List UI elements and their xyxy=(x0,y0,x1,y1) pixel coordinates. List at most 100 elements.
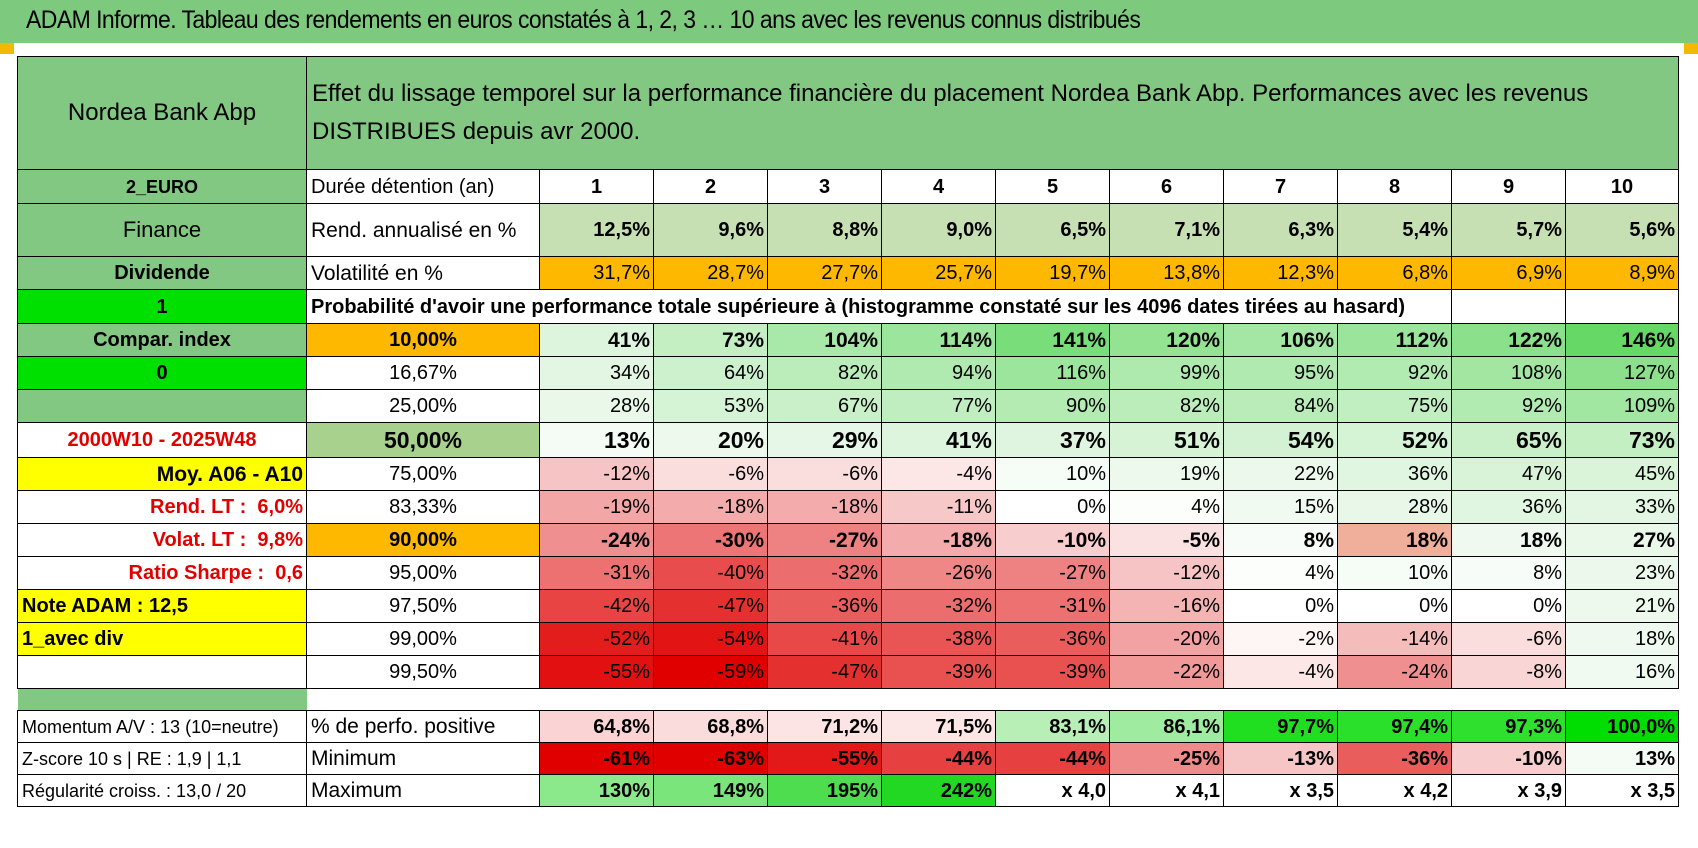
prob-value: 120% xyxy=(1109,323,1224,357)
returns-table: Nordea Bank Abp Effet du lissage tempore… xyxy=(17,56,1679,807)
prob-value: 77% xyxy=(881,389,996,423)
rend-value: 12,5% xyxy=(539,203,654,257)
minimum-value: -36% xyxy=(1337,742,1452,775)
threshold-cell: 25,00% xyxy=(306,389,540,423)
prob-value: -12% xyxy=(539,457,654,491)
prob-value: 104% xyxy=(767,323,882,357)
vol-value: 13,8% xyxy=(1109,256,1224,290)
prob-value: -6% xyxy=(1451,622,1566,656)
prob-value: -11% xyxy=(881,490,996,524)
prob-value: 114% xyxy=(881,323,996,357)
prob-value: 0% xyxy=(1223,589,1338,623)
positive-value: 71,5% xyxy=(881,710,996,743)
prob-value: 53% xyxy=(653,389,768,423)
year-header-8: 8 xyxy=(1337,169,1452,204)
minimum-value: -63% xyxy=(653,742,768,775)
prob-value: -14% xyxy=(1337,622,1452,656)
sector-cell: Finance xyxy=(17,203,307,257)
prob-value: 0% xyxy=(1451,589,1566,623)
prob-value: -24% xyxy=(1337,655,1452,689)
prob-value: 33% xyxy=(1565,490,1679,524)
prob-value: 8% xyxy=(1223,523,1338,557)
prob-value: -22% xyxy=(1109,655,1224,689)
rend-value: 7,1% xyxy=(1109,203,1224,257)
threshold-cell: 99,50% xyxy=(306,655,540,689)
rend-value: 5,4% xyxy=(1337,203,1452,257)
prob-value: 67% xyxy=(767,389,882,423)
year-header-9: 9 xyxy=(1451,169,1566,204)
prob-value: 4% xyxy=(1109,490,1224,524)
year-header-6: 6 xyxy=(1109,169,1224,204)
prob-value: 127% xyxy=(1565,356,1679,390)
prob-value: 13% xyxy=(539,422,654,458)
prob-value: 84% xyxy=(1223,389,1338,423)
vol-value: 6,9% xyxy=(1451,256,1566,290)
prob-value: 82% xyxy=(767,356,882,390)
prob-value: -18% xyxy=(653,490,768,524)
prob-value: -39% xyxy=(881,655,996,689)
prob-value: 146% xyxy=(1565,323,1679,357)
prob-value: 18% xyxy=(1337,523,1452,557)
lt-label: Ratio Sharpe : xyxy=(128,562,265,584)
prob-value: 36% xyxy=(1337,457,1452,491)
vol-value: 31,7% xyxy=(539,256,654,290)
empty-cell xyxy=(1565,289,1679,324)
moy-cell: Moy. A06 - A10 xyxy=(17,457,307,491)
rend-lt-cell: Rend. LT : 6,0% xyxy=(17,490,307,524)
compar-index-cell: Compar. index xyxy=(17,323,307,357)
maximum-value: x 3,5 xyxy=(1223,774,1338,807)
maximum-value: 130% xyxy=(539,774,654,807)
prob-value: 82% xyxy=(1109,389,1224,423)
prob-value: -6% xyxy=(653,457,768,491)
positive-label: % de perfo. positive xyxy=(306,710,540,743)
prob-value: 28% xyxy=(539,389,654,423)
positive-value: 71,2% xyxy=(767,710,882,743)
marker-left xyxy=(0,43,14,54)
prob-value: 90% xyxy=(995,389,1110,423)
prob-value: 75% xyxy=(1337,389,1452,423)
empty-green-cell xyxy=(17,389,307,423)
prob-value: -2% xyxy=(1223,622,1338,656)
prob-value: -5% xyxy=(1109,523,1224,557)
prob-value: 0% xyxy=(1337,589,1452,623)
prob-value: 95% xyxy=(1223,356,1338,390)
empty-cell xyxy=(17,655,307,689)
prob-value: 27% xyxy=(1565,523,1679,557)
prob-value: 10% xyxy=(1337,556,1452,590)
prob-value: 45% xyxy=(1565,457,1679,491)
rend-value: 9,6% xyxy=(653,203,768,257)
positive-value: 97,3% xyxy=(1451,710,1566,743)
prob-value: -12% xyxy=(1109,556,1224,590)
separator-green xyxy=(17,688,307,711)
prob-value: 15% xyxy=(1223,490,1338,524)
vol-label: Volatilité en % xyxy=(306,256,540,290)
prob-value: 94% xyxy=(881,356,996,390)
positive-value: 64,8% xyxy=(539,710,654,743)
prob-value: 18% xyxy=(1451,523,1566,557)
prob-value: -8% xyxy=(1451,655,1566,689)
avec-div-cell: 1_avec div xyxy=(17,622,307,656)
threshold-cell: 97,50% xyxy=(306,589,540,623)
prob-value: -27% xyxy=(767,523,882,557)
year-header-10: 10 xyxy=(1565,169,1679,204)
prob-value: -18% xyxy=(767,490,882,524)
rend-value: 6,5% xyxy=(995,203,1110,257)
prob-value: -59% xyxy=(653,655,768,689)
prob-value: -4% xyxy=(881,457,996,491)
prob-value: 65% xyxy=(1451,422,1566,458)
prob-value: 4% xyxy=(1223,556,1338,590)
lt-value: 9,8% xyxy=(246,529,303,551)
maximum-value: 149% xyxy=(653,774,768,807)
positive-value: 86,1% xyxy=(1109,710,1224,743)
vol-value: 6,8% xyxy=(1337,256,1452,290)
prob-value: -36% xyxy=(995,622,1110,656)
threshold-cell: 10,00% xyxy=(306,323,540,357)
flag-zero-cell: 0 xyxy=(17,356,307,390)
lt-value: 0,6 xyxy=(264,562,303,584)
maximum-value: x 4,0 xyxy=(995,774,1110,807)
positive-value: 68,8% xyxy=(653,710,768,743)
positive-value: 83,1% xyxy=(995,710,1110,743)
prob-value: 22% xyxy=(1223,457,1338,491)
minimum-value: -25% xyxy=(1109,742,1224,775)
header-description: Effet du lissage temporel sur la perform… xyxy=(306,56,1679,170)
